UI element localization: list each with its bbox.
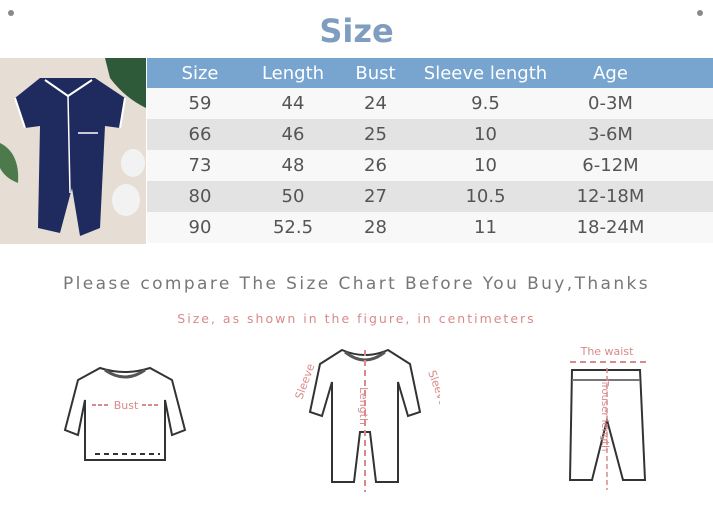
table-row: 80 50 27 10.5 12-18M — [147, 181, 713, 212]
table-cell-length: 52.5 — [272, 217, 314, 238]
table-row: 73 48 26 10 6-12M — [147, 150, 713, 181]
table-cell-age: 0-3M — [588, 93, 633, 114]
table-cell-size: 59 — [188, 93, 212, 114]
header-sleeve-length: Sleeve length — [423, 62, 548, 84]
table-cell-size: 66 — [188, 124, 212, 145]
table-cell-sleeve-length: 10 — [474, 155, 497, 176]
header-bust: Bust — [355, 62, 396, 84]
decor-dot-left — [8, 10, 14, 16]
table-cell-bust: 26 — [364, 155, 387, 176]
table-cell-age: 18-24M — [576, 217, 645, 238]
table-cell-bust: 27 — [364, 186, 387, 207]
decor-dot-right — [697, 10, 703, 16]
table-cell-length: 48 — [281, 155, 305, 176]
header-size: Size — [181, 62, 219, 84]
table-cell-sleeve-length: 10.5 — [465, 186, 506, 207]
pants-diagram: The waist Trouser length — [568, 345, 647, 490]
units-note: Size, as shown in the figure, in centime… — [177, 311, 536, 326]
table-cell-sleeve-length: 11 — [474, 217, 497, 238]
trouser-length-label: Trouser length — [599, 379, 610, 452]
header-age: Age — [593, 62, 628, 84]
table-cell-age: 12-18M — [576, 186, 645, 207]
table-row: 66 46 25 10 3-6M — [147, 119, 713, 150]
table-cell-age: 3-6M — [588, 124, 633, 145]
table-cell-bust: 28 — [364, 217, 387, 238]
page-title: Size — [319, 12, 394, 50]
table-row: 59 44 24 9.5 0-3M — [147, 88, 713, 119]
table-cell-length: 46 — [281, 124, 305, 145]
table-cell-sleeve-length: 9.5 — [471, 93, 500, 114]
table-header-row: Size Length Bust Sleeve length Age — [147, 58, 713, 88]
bust-label: Bust — [114, 399, 139, 412]
table-cell-sleeve-length: 10 — [474, 124, 497, 145]
romper-diagram: Length Sleeve Sleeve — [293, 348, 440, 492]
sleeve-label-right: Sleeve — [425, 369, 440, 408]
table-cell-size: 80 — [188, 186, 212, 207]
table-cell-age: 6-12M — [582, 155, 639, 176]
product-photo — [0, 58, 146, 244]
size-table: Size Length Bust Sleeve length Age 59 44 2… — [147, 58, 713, 243]
table-cell-bust: 24 — [364, 93, 387, 114]
shirt-diagram: Bust — [63, 366, 187, 461]
length-label: Length — [357, 387, 370, 425]
table-cell-size: 90 — [188, 217, 212, 238]
table-cell-bust: 25 — [364, 124, 387, 145]
compare-note: Please compare The Size Chart Before You… — [62, 274, 651, 294]
table-cell-length: 44 — [281, 93, 305, 114]
table-cell-length: 50 — [281, 186, 305, 207]
header-length: Length — [261, 62, 325, 84]
table-row: 90 52.5 28 11 18-24M — [147, 212, 713, 243]
waist-label: The waist — [580, 345, 634, 358]
table-cell-size: 73 — [188, 155, 212, 176]
